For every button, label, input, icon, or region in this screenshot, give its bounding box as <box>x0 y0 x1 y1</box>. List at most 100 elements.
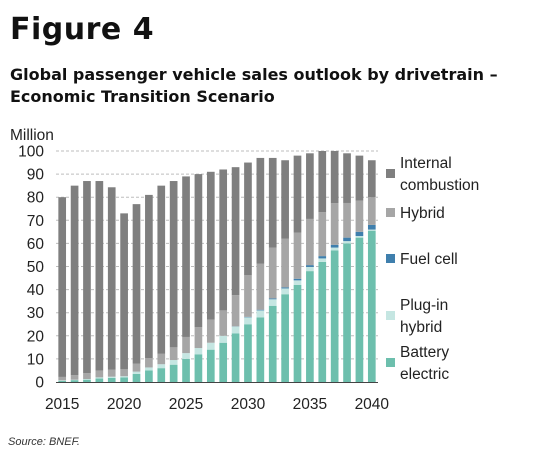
bar-fuel-cell-2033 <box>281 287 289 289</box>
bar-hybrid-2033 <box>281 238 289 288</box>
bar-internal-combustion-2017 <box>83 181 91 374</box>
bar-fuel-cell-2035 <box>306 265 314 267</box>
bar-plug-in-hybrid-2030 <box>244 317 252 325</box>
bar-battery-electric-2034 <box>293 284 302 382</box>
bar-battery-electric-2018 <box>95 378 104 382</box>
bar-plug-in-hybrid-2023 <box>157 364 166 369</box>
bar-fuel-cell-2034 <box>293 278 302 281</box>
bar-battery-electric-2028 <box>219 342 228 382</box>
x-tick-label: 2040 <box>355 396 390 413</box>
bar-plug-in-hybrid-2038 <box>343 241 351 244</box>
legend-swatch-hybrid <box>386 208 395 217</box>
bar-fuel-cell-2031 <box>256 309 265 311</box>
legend-swatch-plug-in-hybrid <box>386 311 395 320</box>
legend-label-battery-electric: Battery electric <box>400 344 449 383</box>
bar-plug-in-hybrid-2034 <box>293 280 302 285</box>
legend-label-internal-combustion: Internal combustion <box>400 155 479 194</box>
y-tick-label: 30 <box>27 305 45 322</box>
chart-title: Global passenger vehicle sales outlook b… <box>10 65 498 106</box>
bar-plug-in-hybrid-2020 <box>120 376 128 378</box>
y-ticks: 0 10 20 30 40 50 60 70 80 90 100 <box>18 144 44 392</box>
bar-battery-electric-2032 <box>268 305 277 382</box>
bar-battery-electric-2016 <box>70 380 79 382</box>
bar-hybrid-2020 <box>120 369 128 377</box>
bar-plug-in-hybrid-2025 <box>182 353 190 359</box>
bar-internal-combustion-2028 <box>219 169 228 311</box>
y-axis-label: Million <box>10 127 54 144</box>
bar-internal-combustion-2015 <box>58 197 67 377</box>
bar-plug-in-hybrid-2029 <box>231 326 240 334</box>
bar-plug-in-hybrid-2018 <box>95 377 104 379</box>
bar-plug-in-hybrid-2032 <box>268 299 277 306</box>
y-tick-label: 100 <box>18 144 44 161</box>
bar-hybrid-2039 <box>355 200 364 232</box>
bar-hybrid-2034 <box>293 232 302 279</box>
bar-internal-combustion-2035 <box>306 153 314 219</box>
bar-battery-electric-2033 <box>281 294 289 382</box>
x-ticks: 2015 2020 2025 2030 2035 2040 <box>45 396 389 413</box>
y-tick-label: 40 <box>27 282 45 299</box>
x-tick-label: 2035 <box>293 396 327 413</box>
bar-internal-combustion-2023 <box>157 185 166 354</box>
bar-hybrid-2026 <box>194 327 203 349</box>
bar-plug-in-hybrid-2024 <box>169 360 178 365</box>
bar-hybrid-2040 <box>367 197 376 225</box>
bars-group <box>58 151 376 383</box>
y-tick-label: 60 <box>27 236 45 253</box>
bar-hybrid-2021 <box>132 363 141 372</box>
bar-internal-combustion-2030 <box>244 162 252 276</box>
figure-label: Figure 4 <box>10 12 155 47</box>
y-tick-label: 70 <box>27 213 45 230</box>
bar-internal-combustion-2036 <box>318 151 327 213</box>
bar-plug-in-hybrid-2017 <box>83 379 91 380</box>
bar-battery-electric-2037 <box>330 250 339 382</box>
bar-internal-combustion-2016 <box>70 185 79 376</box>
bar-plug-in-hybrid-2040 <box>367 229 376 231</box>
y-tick-label: 0 <box>35 375 44 392</box>
bar-hybrid-2017 <box>83 373 91 379</box>
bar-battery-electric-2021 <box>132 373 141 382</box>
bar-internal-combustion-2025 <box>182 176 190 337</box>
bar-hybrid-2027 <box>206 319 215 343</box>
bar-hybrid-2028 <box>219 310 228 336</box>
bar-internal-combustion-2040 <box>367 160 376 198</box>
bar-hybrid-2018 <box>95 370 104 378</box>
bar-hybrid-2031 <box>256 263 265 310</box>
bar-battery-electric-2020 <box>120 377 128 382</box>
bar-battery-electric-2029 <box>231 333 240 382</box>
bar-battery-electric-2035 <box>306 271 314 382</box>
bar-plug-in-hybrid-2026 <box>194 348 203 355</box>
bar-hybrid-2022 <box>145 358 153 368</box>
y-tick-label: 20 <box>27 328 45 345</box>
bar-internal-combustion-2021 <box>132 204 141 364</box>
x-tick-label: 2030 <box>231 396 266 413</box>
bar-hybrid-2029 <box>231 295 240 327</box>
x-tick-label: 2025 <box>169 396 203 413</box>
bar-hybrid-2023 <box>157 353 166 365</box>
bar-battery-electric-2036 <box>318 261 327 382</box>
legend-label-hybrid: Hybrid <box>400 205 445 222</box>
bar-battery-electric-2023 <box>157 368 166 382</box>
bar-hybrid-2037 <box>330 203 339 245</box>
bar-plug-in-hybrid-2019 <box>107 376 116 378</box>
bar-battery-electric-2030 <box>244 324 252 382</box>
bar-plug-in-hybrid-2036 <box>318 258 327 262</box>
bar-battery-electric-2015 <box>58 380 67 382</box>
bar-battery-electric-2024 <box>169 364 178 382</box>
bar-internal-combustion-2018 <box>95 181 104 371</box>
bar-hybrid-2038 <box>343 202 351 238</box>
x-tick-label: 2015 <box>45 396 79 413</box>
bar-internal-combustion-2033 <box>281 160 289 239</box>
bar-hybrid-2036 <box>318 212 327 257</box>
bar-internal-combustion-2022 <box>145 194 153 359</box>
bar-internal-combustion-2032 <box>268 157 277 248</box>
bar-plug-in-hybrid-2033 <box>281 288 289 295</box>
bar-fuel-cell-2040 <box>367 224 376 230</box>
bar-internal-combustion-2037 <box>330 151 339 204</box>
bar-battery-electric-2022 <box>145 370 153 382</box>
legend-label-fuel-cell: Fuel cell <box>400 251 458 268</box>
bar-internal-combustion-2038 <box>343 153 351 203</box>
bar-internal-combustion-2024 <box>169 181 178 348</box>
bar-plug-in-hybrid-2039 <box>355 236 364 238</box>
